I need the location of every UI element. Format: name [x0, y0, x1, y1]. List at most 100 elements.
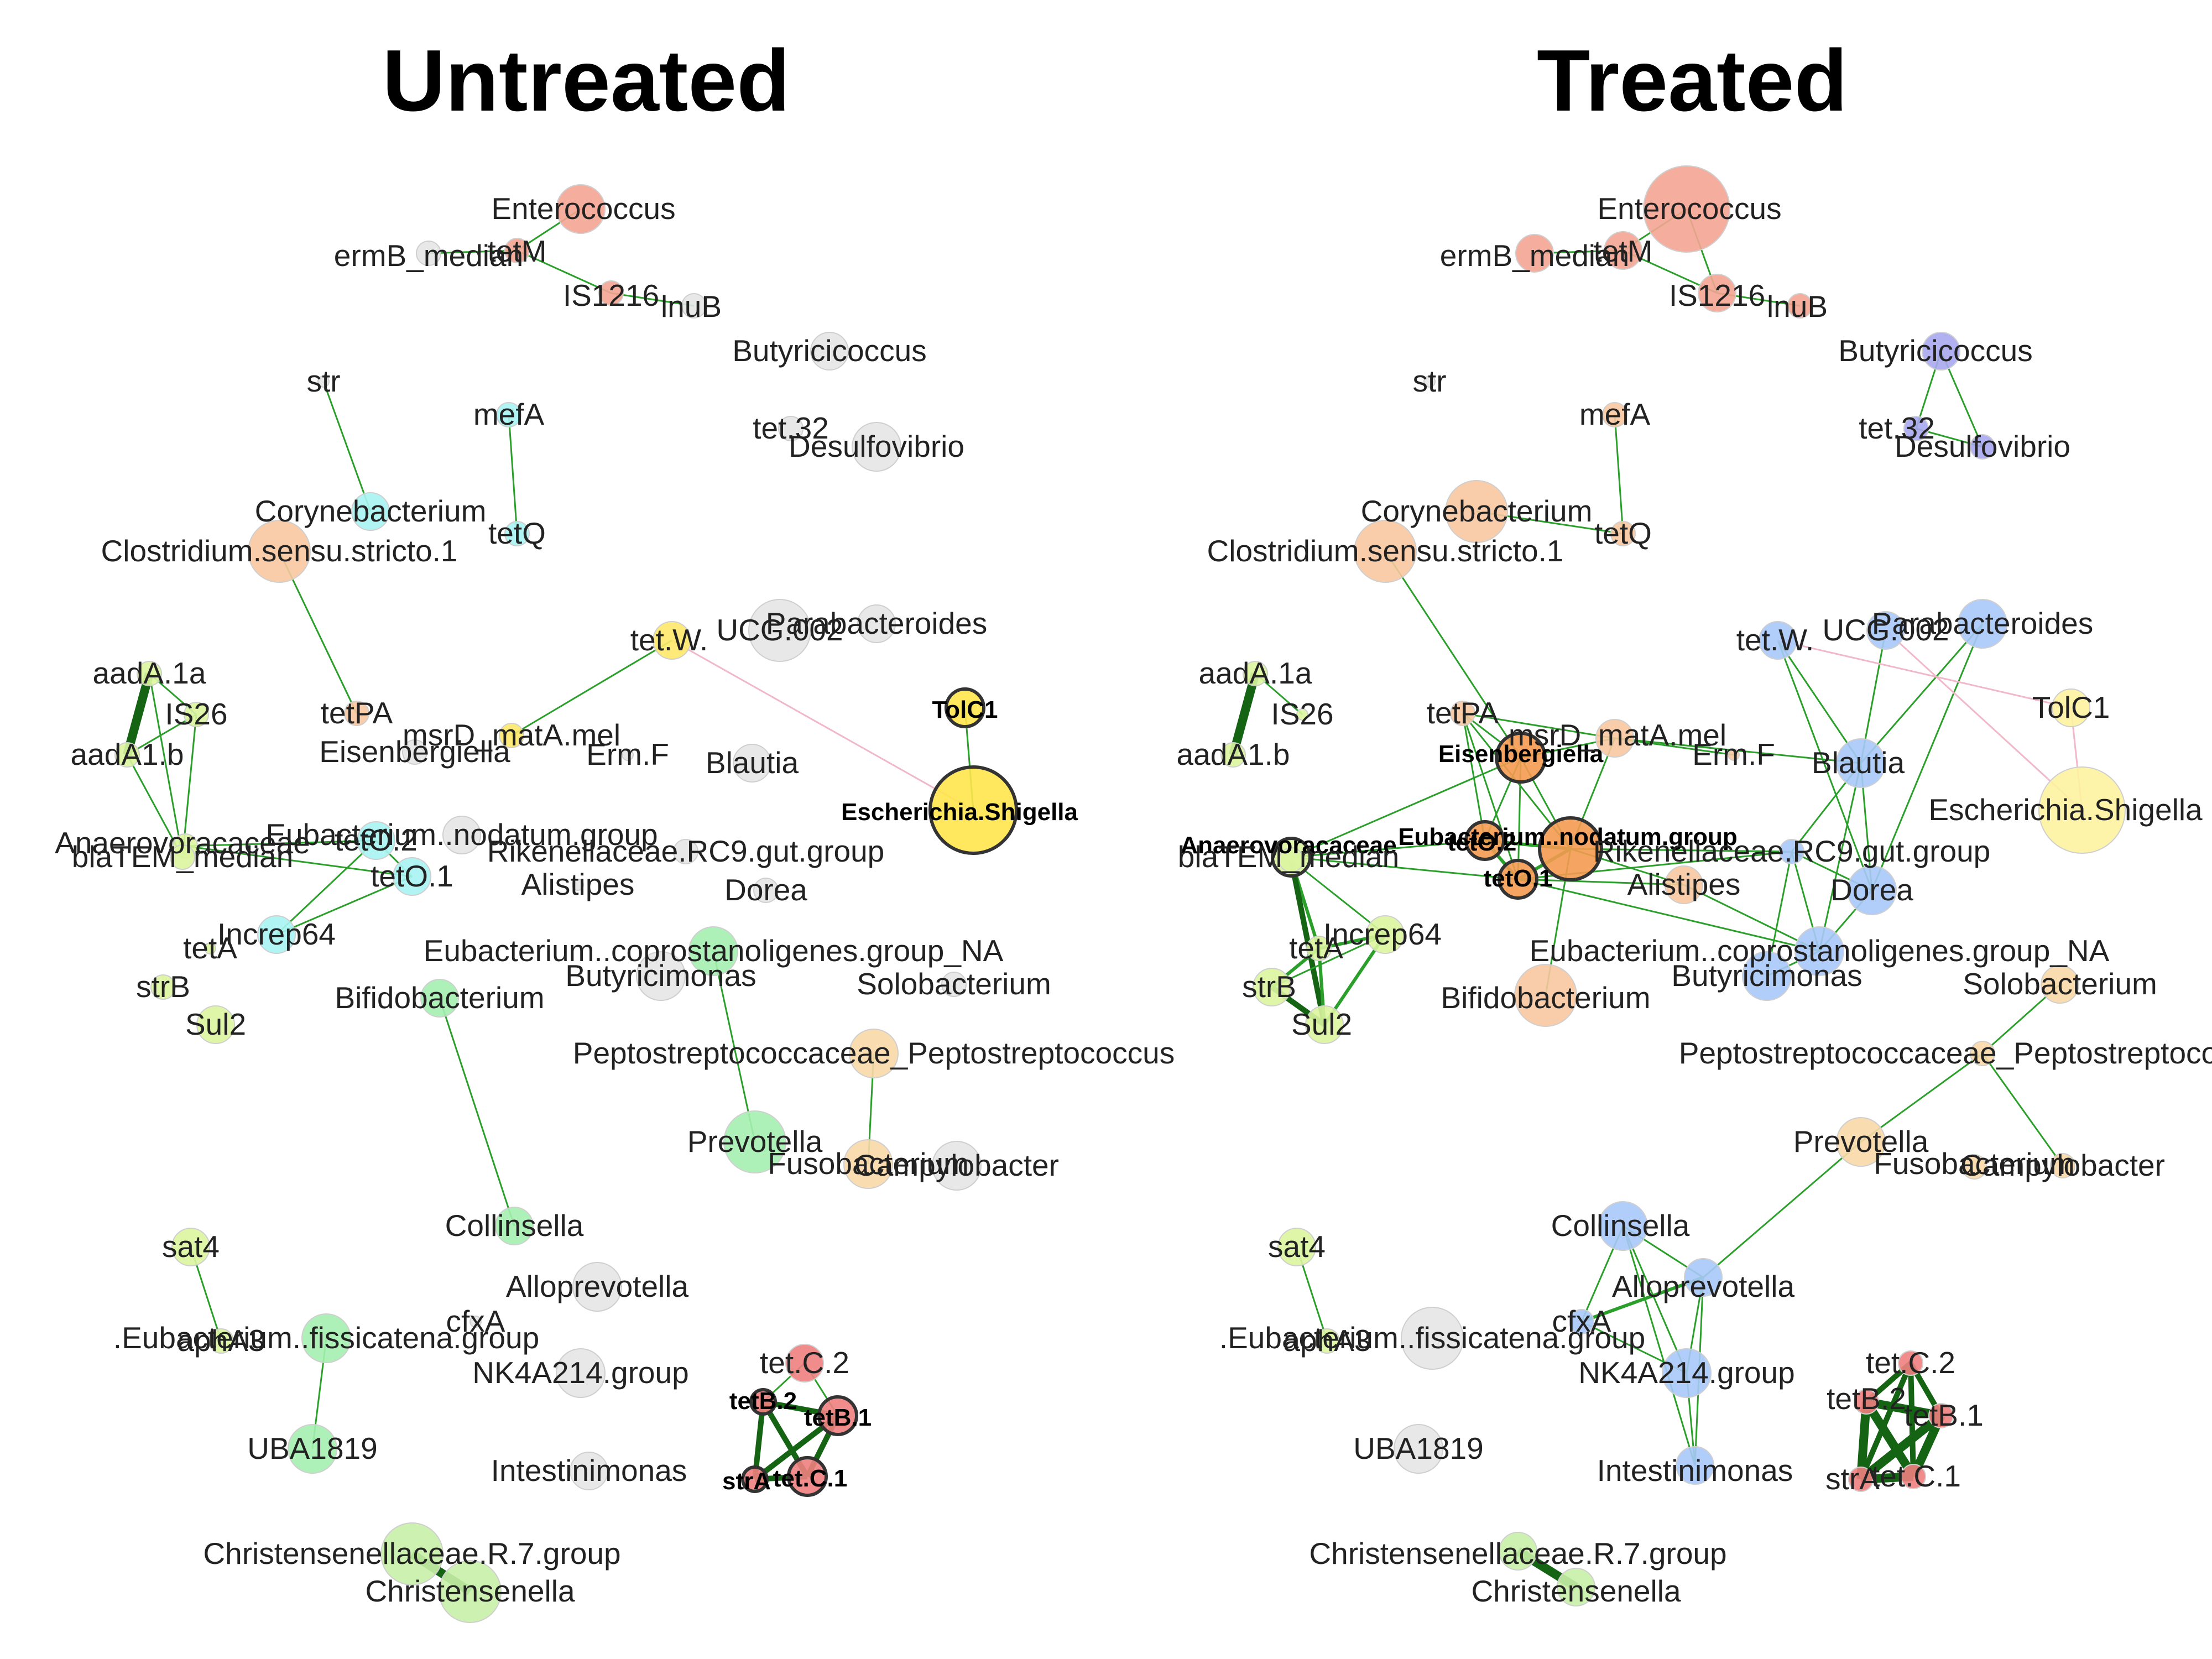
node-teto-1 — [1498, 859, 1538, 900]
node-label: UBA1819 — [247, 1431, 377, 1465]
node-prevotella — [1836, 1117, 1886, 1167]
node-mefa — [496, 402, 521, 427]
node-fusobacterium — [843, 1139, 893, 1189]
title-treated: Treated — [1537, 32, 1848, 129]
node-alistipes — [572, 879, 584, 891]
node-label: aadA1.b — [1177, 737, 1290, 771]
node-label: Dorea — [724, 873, 807, 907]
node-label: tet.C.1 — [1871, 1459, 1961, 1493]
node-label: Fusobacterium — [1874, 1146, 2075, 1181]
edge — [1863, 1399, 1917, 1479]
node-label: Clostridium.sensu.stricto.1 — [101, 534, 458, 568]
node-blatem-median — [170, 844, 195, 870]
edge — [508, 414, 518, 534]
node-teta — [1306, 936, 1332, 961]
node-label: Increp64 — [1323, 917, 1442, 951]
node-label: Intestinimonas — [1597, 1453, 1793, 1488]
edge — [712, 951, 756, 1142]
node-label: Desulfovibrio — [789, 429, 964, 463]
node-corynebacterium — [1445, 480, 1508, 543]
node-label: Campylobacter — [1960, 1148, 2165, 1182]
node-label: tetA — [183, 931, 237, 965]
edge — [1462, 712, 1615, 739]
edge — [1614, 737, 1734, 756]
node-label: IS26 — [165, 697, 227, 731]
node-str — [317, 375, 330, 388]
node-tetq — [1610, 521, 1636, 546]
edge — [1229, 672, 1260, 757]
node-label: lnuB — [1767, 289, 1828, 324]
node-christensenellaceae-r-7-group — [380, 1522, 444, 1585]
node-label: aadA.1a — [93, 656, 206, 690]
edge — [322, 381, 372, 512]
node-msrd-mata-mel — [1595, 719, 1634, 758]
node-label: Alistipes — [1627, 867, 1741, 901]
node-eubacterium-fissicatena-group — [1401, 1307, 1464, 1370]
node-strb — [1253, 968, 1291, 1006]
node-label: Anaerovoracaceae — [1180, 832, 1396, 859]
node-eisenbergiella — [402, 739, 427, 765]
node-tolc1 — [2052, 688, 2090, 727]
node-uba1819 — [288, 1424, 337, 1474]
node-label: Desulfovibrio — [1895, 429, 2070, 463]
node-layer — [114, 184, 1018, 1623]
node-aada1-b — [1220, 742, 1246, 768]
node-label: Sul2 — [185, 1007, 246, 1041]
edge — [1777, 640, 1873, 891]
node-ermb-median — [1515, 234, 1554, 273]
node-ermb-median — [416, 241, 441, 266]
node-sat4 — [1277, 1228, 1316, 1266]
node-is26 — [1296, 708, 1308, 721]
node-apha3 — [1314, 1328, 1340, 1354]
node-label: Increp64 — [217, 917, 336, 951]
node-intestinimonas — [570, 1452, 608, 1490]
node-label: sat4 — [1268, 1229, 1326, 1264]
node-label: Parabacteroides — [766, 606, 988, 640]
node-lnub — [681, 293, 707, 319]
edge — [1570, 848, 1792, 853]
node-label: NK4A214.group — [472, 1355, 688, 1390]
node-label: Alloprevotella — [506, 1269, 689, 1303]
node-teto-2 — [357, 821, 395, 860]
edge — [1271, 933, 1386, 988]
edge — [1580, 1276, 1704, 1323]
node-label: tetQ — [1594, 516, 1652, 550]
node-tetb-1 — [1928, 1403, 1954, 1428]
node-label: tetO.2 — [335, 823, 418, 857]
node-teto-1 — [393, 857, 431, 896]
node-label: strA — [722, 1468, 771, 1495]
node-mefa — [1602, 402, 1627, 427]
node-label: Alistipes — [521, 867, 635, 901]
node-uba1819 — [1394, 1424, 1443, 1474]
node-label: cfxA — [1552, 1304, 1611, 1338]
node-campylobacter — [932, 1141, 982, 1191]
node-peptostreptococcaceae-peptostreptococcus — [1970, 1041, 1995, 1066]
node-label: aphA3 — [177, 1323, 265, 1358]
node-desulfovibrio — [852, 422, 901, 472]
node-strb — [150, 974, 176, 1000]
node-label: ermB_median — [334, 238, 523, 273]
node-increp64 — [257, 915, 296, 954]
node-label: Rikenellaceae.RC9.gut.group — [1593, 834, 1991, 868]
node-intestinimonas — [1676, 1446, 1714, 1485]
node-eisenbergiella — [1495, 732, 1547, 784]
edge — [1622, 1225, 1688, 1374]
node-tetm — [504, 238, 530, 263]
node-tet-w — [1759, 621, 1797, 660]
node-label: tetPA — [1427, 696, 1499, 730]
node-label: Enterococcus — [1597, 191, 1781, 226]
node-label: str — [1412, 364, 1446, 398]
edge — [1885, 629, 2083, 811]
node-label: tetO.1 — [1484, 865, 1553, 892]
node-label: Escherichia.Shigella — [841, 799, 1078, 826]
node-label: blaTEM_median — [1178, 839, 1399, 874]
node-label: Escherichia.Shigella — [1928, 792, 2203, 827]
node-label: tetQ — [488, 516, 546, 550]
node-tetb-2 — [1854, 1389, 1879, 1415]
node-label: tet.C.1 — [773, 1465, 847, 1492]
node-butyricimonas — [636, 951, 686, 1001]
node-apha3 — [208, 1328, 234, 1354]
node-label: Christensenellaceae.R.7.group — [203, 1536, 620, 1571]
edge — [671, 639, 974, 811]
